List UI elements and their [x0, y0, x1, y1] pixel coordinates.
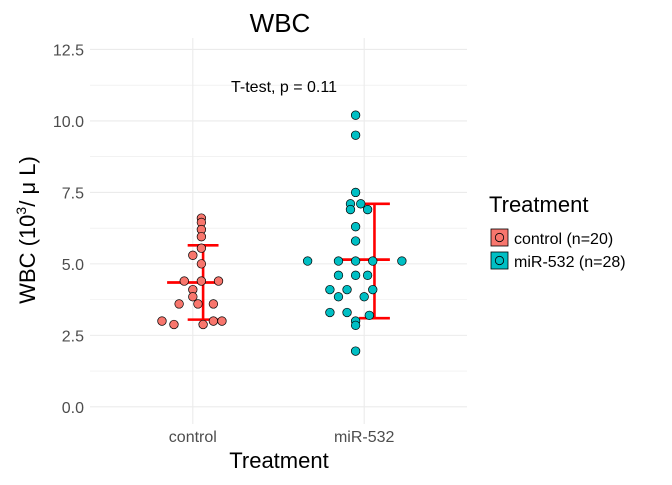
data-point	[368, 256, 378, 266]
data-point	[350, 270, 361, 280]
data-point	[350, 222, 361, 232]
legend-title: Treatment	[489, 192, 588, 217]
data-point	[217, 316, 227, 326]
y-axis-label-main: WBC (10	[15, 215, 40, 304]
y-tick-label: 10.0	[53, 114, 84, 131]
ttest-annotation: T-test, p = 0.11	[231, 79, 337, 96]
data-point	[196, 243, 207, 253]
data-point	[350, 187, 361, 198]
data-point	[350, 346, 361, 356]
data-point	[208, 299, 219, 309]
data-point	[362, 270, 373, 280]
data-point	[157, 316, 167, 326]
x-axis-label: Treatment	[229, 448, 328, 473]
data-point	[302, 256, 313, 266]
data-point	[208, 316, 219, 326]
data-point	[213, 276, 224, 286]
data-point	[333, 270, 344, 280]
data-point	[356, 199, 366, 209]
data-point	[169, 319, 179, 330]
data-point	[179, 276, 189, 286]
data-point	[350, 256, 361, 266]
axis-layer: 0.0 2.5 5.0 7.5 10.0 12.5 control miR-532	[53, 42, 395, 446]
data-point	[325, 284, 335, 295]
legend-key-mir532	[490, 251, 509, 270]
data-point	[198, 319, 208, 330]
y-tick-label: 12.5	[53, 42, 84, 59]
data-point	[333, 256, 344, 266]
y-tick-label: 0.0	[62, 400, 84, 417]
data-point	[350, 320, 361, 331]
y-tick-label: 7.5	[62, 185, 84, 202]
data-point	[364, 310, 374, 320]
legend-key-control	[490, 228, 509, 247]
y-axis-label: WBC (103/ μ L)	[13, 156, 40, 304]
data-point	[333, 292, 344, 302]
data-point	[188, 250, 198, 260]
y-axis-label-sup: 3	[13, 207, 29, 215]
data-point	[196, 232, 207, 242]
data-point	[342, 284, 352, 295]
data-point	[193, 299, 203, 309]
legend-label-control: control (n=20)	[514, 231, 613, 248]
data-point	[362, 204, 373, 215]
data-point	[345, 204, 356, 215]
data-point	[196, 259, 207, 269]
legend: Treatment control (n=20) miR-532 (n=28)	[489, 192, 626, 271]
chart-title: WBC	[250, 8, 311, 38]
data-point	[196, 276, 207, 286]
data-point	[350, 130, 361, 140]
x-tick-label: miR-532	[334, 429, 395, 446]
x-tick-label: control	[169, 429, 217, 446]
data-point	[359, 292, 369, 302]
data-point	[188, 292, 198, 302]
y-axis-label-rest: / μ L)	[15, 156, 40, 207]
legend-label-mir532: miR-532 (n=28)	[514, 254, 626, 271]
data-point	[325, 307, 335, 318]
data-point	[342, 307, 352, 318]
data-point	[350, 110, 361, 120]
data-point	[350, 236, 361, 246]
point-layer	[157, 110, 407, 356]
data-point	[174, 299, 184, 309]
data-point	[397, 256, 407, 266]
y-tick-label: 2.5	[62, 328, 84, 345]
y-tick-label: 5.0	[62, 257, 84, 274]
grid-layer	[90, 38, 467, 424]
data-point	[368, 284, 378, 295]
